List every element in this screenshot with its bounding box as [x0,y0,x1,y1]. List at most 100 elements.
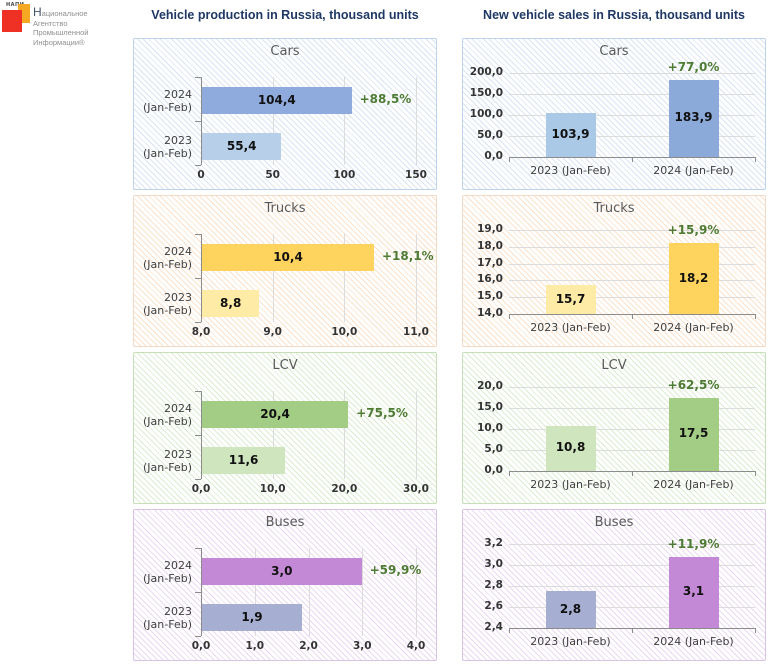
y-axis-tick-label: 17,0 [477,256,503,269]
x-axis-tick-label: 1,0 [245,640,265,652]
y-axis-tick-label: 14,0 [477,307,503,319]
gridline [509,280,755,282]
napi-acronym: НАПИ [6,2,25,8]
category-label: 2023 (Jan-Feb) [143,447,192,474]
axis-tick [195,121,201,122]
bar-value-label: 11,6 [228,453,259,467]
category-label: 2024 (Jan-Feb) [143,558,192,585]
category-label: 2023 (Jan-Feb) [143,604,192,631]
chart-panel-production-trucks: Trucks 8,0 9,0 10,0 11,0 10,4 2024 (Jan-Feb) +18… [133,195,437,347]
y-axis-tick-label: 200,0 [469,66,503,78]
chart-title: Cars [599,44,629,59]
gridline [272,234,274,322]
growth-percent-label: +11,9% [667,536,720,551]
bar-2023 [202,133,282,160]
axis-tick [509,471,510,476]
gridline [362,548,364,636]
gridline [509,544,755,545]
bar-2024 [668,397,719,471]
axis-tick [195,77,201,78]
bar-2024 [202,401,349,428]
gridline [416,234,417,322]
sales-column-title: New vehicle sales in Russia, thousand un… [483,8,745,22]
x-axis-tick-label: 11,0 [403,326,429,338]
axis-tick [195,391,201,392]
bar-value-label: 103,9 [551,127,590,142]
x-axis-tick-label: 10,0 [259,483,286,495]
chart-panel-sales-trucks: Trucks 14,0 15,0 16,0 17,0 18,0 19,0 15,7 2023 (… [462,195,766,347]
axis-tick [195,548,201,549]
category-label: 2023 (Jan-Feb) [143,290,192,317]
x-axis-tick-label: 100 [333,169,356,181]
bar-value-label: 18,2 [678,270,709,285]
bar-2023 [202,604,302,631]
y-axis-tick-label: 19,0 [477,223,503,235]
y-axis-tick-label: 2,6 [484,600,503,612]
gridline [509,230,755,231]
gridline [416,391,417,479]
y-axis-tick-label: 5,0 [484,443,503,455]
y-axis-tick-label: 150,0 [469,87,503,99]
logo-org-line: Национальное [33,5,88,19]
category-label: 2024 (Jan-Feb) [143,401,192,428]
logo-red-square-icon [2,10,22,32]
axis-tick [195,278,201,279]
category-axis-line [201,234,202,322]
bar-value-label: 20,4 [260,407,290,421]
chart-title: Buses [265,515,305,530]
gridline [509,263,755,265]
category-axis-line [201,391,202,479]
y-axis-tick-label: 18,0 [477,239,503,252]
chart-title: Buses [594,515,634,530]
x-axis-tick-label: 9,0 [263,326,282,338]
bar-2024 [202,87,352,114]
growth-percent-label: +15,9% [667,223,720,238]
category-label: 2023 (Jan-Feb) [530,321,611,334]
y-axis-tick-label: 10,0 [477,422,503,434]
x-axis-tick-label: 0,0 [191,640,211,652]
gridline [509,607,755,608]
growth-percent-label: +59,9% [369,563,422,577]
x-axis-tick-label: 3,0 [352,640,372,652]
bar-value-label: 10,4 [273,250,303,264]
gridline [509,246,755,248]
axis-tick [755,471,756,476]
growth-percent-label: +88,5% [359,92,412,106]
logo-org-line: Агентство [33,18,68,28]
gridline [344,77,346,165]
gridline [308,548,310,636]
gridline [509,73,755,74]
gridline [272,77,274,165]
bar-value-label: 15,7 [555,291,586,306]
gridline [509,565,755,566]
gridline [272,391,274,479]
y-axis-tick-label: 0,0 [484,464,503,476]
gridline [416,77,417,165]
category-label: 2024 (Jan-Feb) [653,164,734,177]
category-label: 2023 (Jan-Feb) [530,164,611,177]
bar-value-label: 1,9 [241,610,263,624]
bar-2024 [668,556,719,628]
y-axis-tick-label: 16,0 [477,273,503,286]
axis-tick [195,165,201,166]
bar-value-label: 183,9 [674,110,713,125]
bar-2024 [668,243,719,314]
y-axis-tick-label: 2,4 [484,621,503,633]
logo-org-line: Промышленной [33,28,89,37]
bar-2023 [545,113,596,157]
chart-panel-production-lcv: LCV 0,0 10,0 20,0 30,0 20,4 2024 (Jan-Feb) +75,5… [133,352,437,504]
axis-tick [509,628,510,633]
axis-tick [632,628,633,633]
production-charts-column: Cars 0 50 100 150 104,4 2024 (Jan-Feb) +88,5% 55,… [133,38,437,661]
napi-logo: НАПИ Национальное Агентство Промышленной Ин… [2,2,130,74]
gridline [509,429,755,430]
category-label: 2024 (Jan-Feb) [143,87,192,114]
bar-2023 [202,447,286,474]
growth-percent-label: +77,0% [667,59,720,74]
chart-panel-production-cars: Cars 0 50 100 150 104,4 2024 (Jan-Feb) +88,5% 55,… [133,38,437,190]
bar-value-label: 104,4 [257,93,296,107]
bar-value-label: 3,1 [682,584,705,599]
axis-tick [755,628,756,633]
axis-tick [195,479,201,480]
chart-panel-production-buses: Buses 0,0 1,0 2,0 3,0 4,0 3,0 2024 (Jan-Feb) +59,… [133,509,437,661]
